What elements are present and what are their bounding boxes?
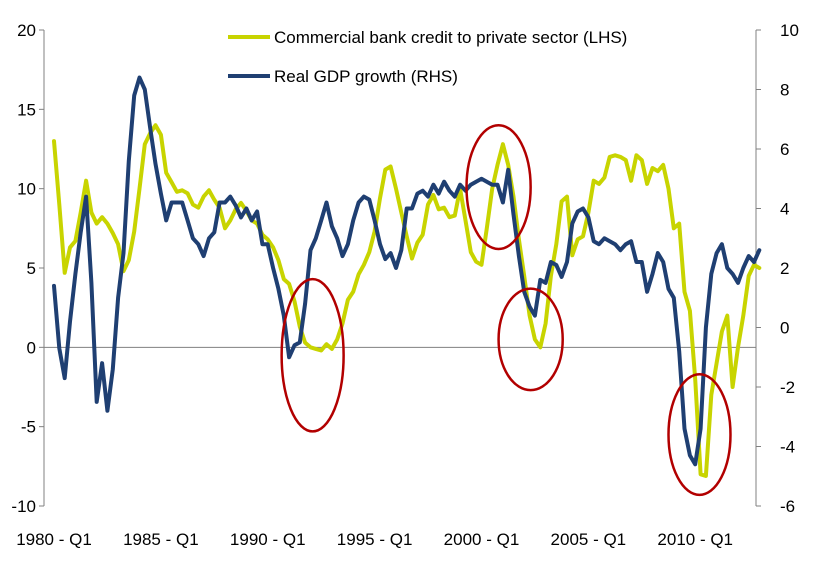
series-layer <box>52 75 762 478</box>
x-axis-ticks: 1980 - Q1 1985 - Q1 1990 - Q1 1995 - Q1 2000… <box>16 530 733 549</box>
right-tick-label: -6 <box>780 497 795 516</box>
legend: Commercial bank credit to private sector… <box>228 28 627 86</box>
x-tick-label: 1980 - Q1 <box>16 530 92 549</box>
highlight-ellipse <box>280 277 345 433</box>
left-tick-label: 20 <box>17 21 36 40</box>
right-tick-label: 2 <box>780 259 789 278</box>
left-tick-label: -5 <box>21 418 36 437</box>
right-tick-label: 6 <box>780 140 789 159</box>
series-line-gdp <box>52 75 762 467</box>
right-tick-label: 8 <box>780 81 789 100</box>
series-line-credit <box>52 123 762 478</box>
left-tick-label: 0 <box>27 338 36 357</box>
right-tick-label: 4 <box>780 200 789 219</box>
x-tick-label: 1990 - Q1 <box>230 530 306 549</box>
legend-label-gdp: Real GDP growth (RHS) <box>274 67 458 86</box>
x-tick-label: 2010 - Q1 <box>657 530 733 549</box>
right-axis-ticks: 10 8 6 4 2 0 -2 -4 -6 <box>756 21 799 516</box>
x-tick-label: 2005 - Q1 <box>551 530 627 549</box>
x-tick-label: 1995 - Q1 <box>337 530 413 549</box>
right-tick-label: 10 <box>780 21 799 40</box>
annotation-layer <box>280 123 732 497</box>
x-tick-label: 1985 - Q1 <box>123 530 199 549</box>
highlight-ellipse <box>465 123 532 251</box>
highlight-ellipse <box>497 287 564 392</box>
left-axis-ticks: 20 15 10 5 0 -5 -10 <box>11 21 44 516</box>
left-tick-label: 10 <box>17 180 36 199</box>
left-tick-label: 5 <box>27 259 36 278</box>
highlight-ellipse <box>667 373 732 497</box>
left-tick-label: 15 <box>17 100 36 119</box>
x-tick-label: 2000 - Q1 <box>444 530 520 549</box>
right-tick-label: 0 <box>780 319 789 338</box>
right-tick-label: -4 <box>780 438 795 457</box>
left-tick-label: -10 <box>11 497 36 516</box>
right-tick-label: -2 <box>780 378 795 397</box>
legend-label-credit: Commercial bank credit to private sector… <box>274 28 627 47</box>
